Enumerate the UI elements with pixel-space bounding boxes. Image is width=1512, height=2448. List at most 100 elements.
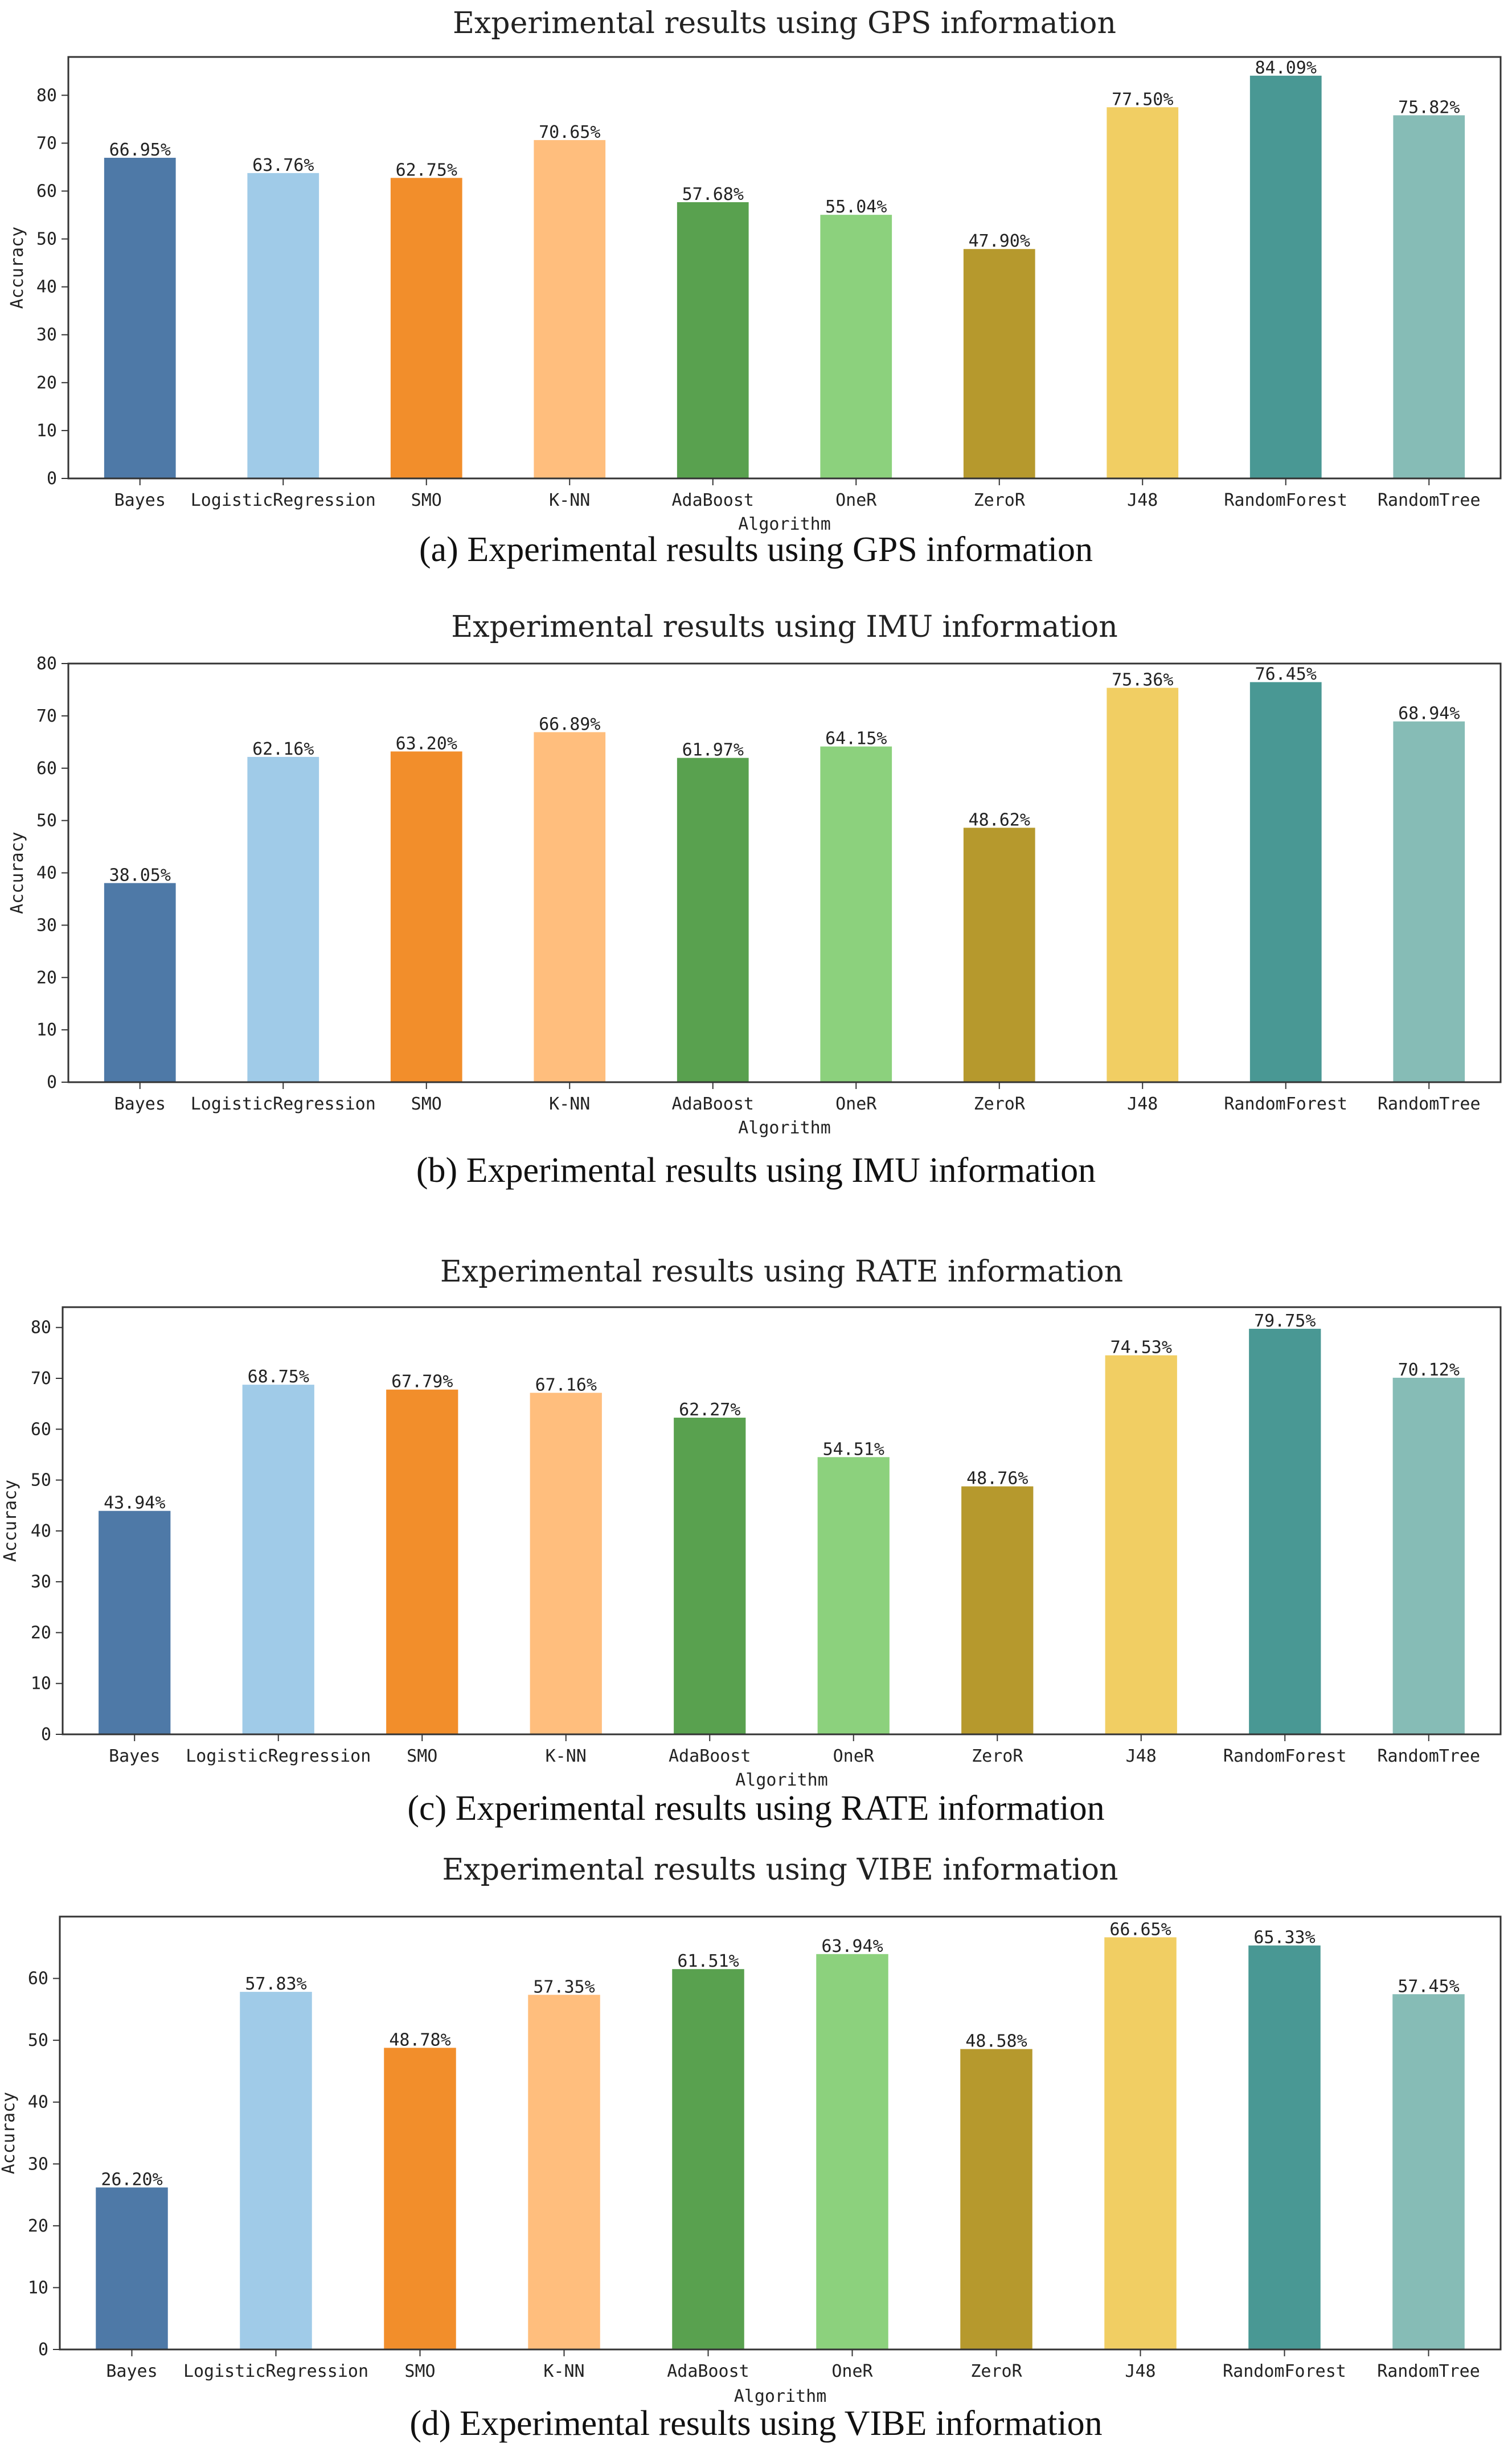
x-tick-label-gps: RandomTree	[1378, 490, 1481, 510]
x-tick-label-rate: RandomTree	[1377, 1746, 1480, 1766]
data-label-imu: 63.20%	[396, 734, 457, 754]
x-tick-label-rate: Bayes	[109, 1746, 160, 1766]
data-label-rate: 74.53%	[1111, 1338, 1172, 1358]
x-tick-label-vibe: K-NN	[543, 2361, 584, 2381]
data-label-imu: 66.89%	[539, 714, 600, 734]
data-label-rate: 62.27%	[679, 1400, 740, 1420]
x-tick-label-imu: AdaBoost	[672, 1094, 755, 1114]
y-tick-label-gps: 10	[36, 421, 57, 441]
data-label-imu: 64.15%	[825, 729, 887, 749]
chart-imu: Experimental results using IMU informati…	[7, 610, 1502, 1138]
data-label-gps: 66.95%	[109, 140, 171, 160]
y-tick-label-vibe: 30	[28, 2154, 48, 2174]
caption-imu: (b) Experimental results using IMU infor…	[416, 1151, 1096, 1190]
data-label-rate: 48.76%	[966, 1469, 1028, 1489]
data-label-gps: 75.82%	[1398, 97, 1460, 117]
data-label-imu: 76.45%	[1255, 665, 1317, 685]
y-tick-label-gps: 40	[36, 277, 57, 297]
plot-frame-gps	[67, 56, 1502, 480]
x-axis-label-imu: Algorithm	[738, 1118, 831, 1138]
x-tick-label-vibe: ZeroR	[970, 2361, 1022, 2381]
bar-gps-adaboost	[677, 202, 749, 478]
y-tick-label-rate: 70	[31, 1369, 51, 1389]
x-tick-label-imu: LogisticRegression	[191, 1094, 376, 1114]
x-tick-label-gps: Bayes	[114, 490, 166, 510]
x-tick-label-rate: ZeroR	[972, 1746, 1023, 1766]
x-axis-label-vibe: Algorithm	[734, 2386, 827, 2406]
data-label-gps: 47.90%	[969, 231, 1030, 251]
y-tick-label-imu: 40	[36, 863, 57, 883]
bar-gps-j48	[1107, 107, 1179, 478]
x-tick-label-vibe: OneR	[831, 2361, 873, 2381]
x-tick-label-gps: AdaBoost	[672, 490, 755, 510]
bar-vibe-j48	[1104, 1937, 1177, 2349]
bar-rate-smo	[386, 1389, 458, 1734]
data-label-gps: 55.04%	[825, 197, 887, 217]
x-tick-label-rate: K-NN	[546, 1746, 587, 1766]
y-tick-label-imu: 80	[36, 654, 57, 674]
data-label-vibe: 48.58%	[965, 2032, 1027, 2052]
bar-vibe-logisticregression	[240, 1992, 312, 2349]
x-tick-label-rate: OneR	[833, 1746, 875, 1766]
y-axis-label-rate: Accuracy	[1, 1480, 21, 1562]
y-tick-label-imu: 30	[36, 915, 57, 935]
y-axis-label-vibe: Accuracy	[0, 2092, 19, 2175]
bar-rate-adaboost	[674, 1418, 746, 1734]
bar-gps-k-nn	[534, 140, 606, 479]
bar-rate-k-nn	[530, 1393, 602, 1734]
data-label-gps: 84.09%	[1255, 58, 1317, 78]
x-tick-label-imu: SMO	[411, 1094, 442, 1114]
x-tick-label-vibe: J48	[1125, 2361, 1155, 2381]
y-tick-label-gps: 30	[36, 325, 57, 345]
plot-frame-rate	[62, 1306, 1502, 1735]
x-tick-label-imu: RandomForest	[1224, 1094, 1347, 1114]
chart-panel-imu: Experimental results using IMU informati…	[0, 604, 1512, 1190]
y-tick-label-vibe: 10	[28, 2278, 48, 2298]
bar-gps-zeror	[963, 249, 1035, 478]
data-label-imu: 61.97%	[682, 740, 744, 760]
y-tick-label-rate: 20	[31, 1623, 51, 1643]
data-label-imu: 62.16%	[252, 739, 314, 759]
bar-gps-bayes	[104, 158, 176, 478]
data-label-vibe: 57.35%	[533, 1977, 595, 1997]
x-tick-label-vibe: RandomTree	[1377, 2361, 1480, 2381]
y-tick-label-imu: 10	[36, 1020, 57, 1040]
x-tick-label-imu: K-NN	[549, 1094, 590, 1114]
bar-rate-randomforest	[1249, 1328, 1321, 1734]
y-tick-label-rate: 80	[31, 1318, 51, 1338]
data-label-imu: 38.05%	[109, 865, 171, 885]
bar-rate-bayes	[99, 1510, 171, 1734]
chart-gps: Experimental results using GPS informati…	[7, 6, 1502, 534]
y-tick-label-gps: 0	[47, 469, 57, 489]
caption-gps: (a) Experimental results using GPS infor…	[419, 530, 1093, 569]
y-tick-label-imu: 20	[36, 968, 57, 988]
bar-vibe-zeror	[960, 2049, 1032, 2349]
y-tick-label-rate: 0	[41, 1725, 51, 1745]
y-tick-label-rate: 40	[31, 1521, 51, 1541]
chart-panel-vibe: Experimental results using VIBE informat…	[0, 1843, 1512, 2446]
data-label-vibe: 66.65%	[1109, 1919, 1171, 1939]
data-label-rate: 70.12%	[1398, 1360, 1460, 1380]
y-tick-label-rate: 50	[31, 1471, 51, 1491]
data-label-gps: 62.75%	[396, 160, 457, 180]
y-tick-label-gps: 80	[36, 85, 57, 105]
bar-rate-oner	[817, 1457, 890, 1734]
chart-title-imu: Experimental results using IMU informati…	[451, 610, 1117, 644]
bar-rate-j48	[1105, 1355, 1177, 1734]
y-tick-label-rate: 60	[31, 1419, 51, 1439]
y-tick-label-gps: 70	[36, 133, 57, 153]
y-axis-label-gps: Accuracy	[7, 227, 27, 309]
x-tick-label-rate: AdaBoost	[669, 1746, 751, 1766]
data-label-imu: 75.36%	[1112, 670, 1173, 690]
bar-rate-logisticregression	[242, 1385, 314, 1734]
plot-frame-imu	[67, 662, 1502, 1083]
bar-gps-randomtree	[1393, 115, 1465, 478]
x-tick-label-gps: OneR	[835, 490, 877, 510]
y-tick-label-imu: 0	[47, 1072, 57, 1092]
chart-rate: Experimental results using RATE informat…	[1, 1255, 1502, 1790]
bar-rate-zeror	[961, 1486, 1034, 1734]
data-label-gps: 70.65%	[539, 122, 600, 142]
bar-imu-bayes	[104, 883, 176, 1082]
data-label-vibe: 57.83%	[245, 1974, 306, 1994]
data-label-rate: 54.51%	[823, 1439, 884, 1459]
